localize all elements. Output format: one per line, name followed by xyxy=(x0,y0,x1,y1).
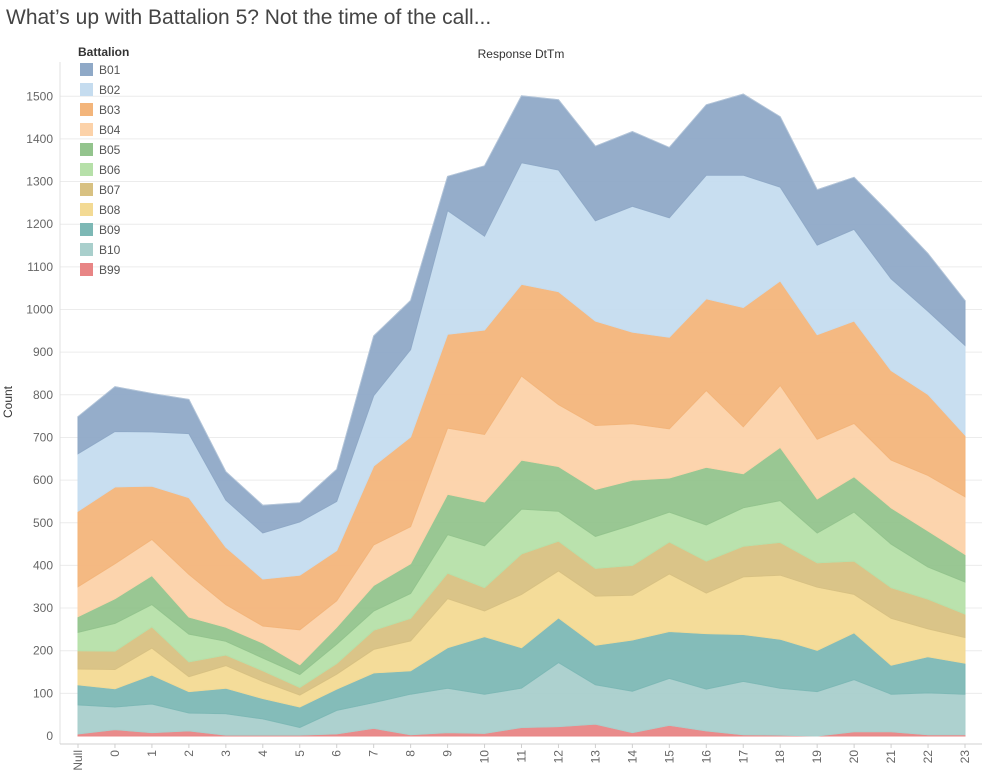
y-tick-label: 1100 xyxy=(27,260,53,274)
legend-swatch-b07[interactable] xyxy=(80,183,93,196)
y-tick-label: 400 xyxy=(33,558,53,572)
x-tick-label: 4 xyxy=(256,750,270,757)
x-tick-label: 0 xyxy=(108,750,122,757)
legend-swatch-b99[interactable] xyxy=(80,263,93,276)
y-tick-label: 0 xyxy=(46,729,53,743)
legend-label-b02[interactable]: B02 xyxy=(99,83,121,97)
page-title: What’s up with Battalion 5? Not the time… xyxy=(6,6,492,29)
y-axis-title: Count xyxy=(1,385,15,418)
area-layer xyxy=(77,93,966,737)
y-tick-label: 600 xyxy=(33,473,53,487)
legend-label-b04[interactable]: B04 xyxy=(99,123,121,137)
y-tick-label: 700 xyxy=(33,430,53,444)
x-tick-label: 2 xyxy=(182,750,196,757)
legend-label-b07[interactable]: B07 xyxy=(99,183,121,197)
x-tick-label: 7 xyxy=(367,750,381,757)
y-tick-label: 900 xyxy=(33,345,53,359)
x-tick-label: 23 xyxy=(958,750,972,764)
y-tick-label: 1000 xyxy=(26,303,53,317)
column-header-label: Response DtTm xyxy=(478,47,565,61)
legend-swatch-b01[interactable] xyxy=(80,63,93,76)
legend-label-b06[interactable]: B06 xyxy=(99,163,121,177)
x-tick-label: 17 xyxy=(736,750,750,764)
x-tick-label: 13 xyxy=(588,750,602,764)
y-tick-label: 100 xyxy=(33,686,53,700)
y-tick-label: 1200 xyxy=(26,217,53,231)
y-tick-label: 300 xyxy=(33,601,53,615)
legend-title: Battalion xyxy=(78,45,129,59)
legend-label-b01[interactable]: B01 xyxy=(99,63,121,77)
x-tick-label: 21 xyxy=(884,750,898,764)
x-tick-label: 15 xyxy=(662,750,676,764)
legend-swatch-b10[interactable] xyxy=(80,243,93,256)
x-tick-label: 19 xyxy=(810,750,824,764)
x-tick-label: 3 xyxy=(219,750,233,757)
y-tick-label: 500 xyxy=(33,516,53,530)
x-tick-label: 12 xyxy=(551,750,565,764)
legend-swatch-b03[interactable] xyxy=(80,103,93,116)
x-tick-label: 14 xyxy=(625,750,639,764)
x-tick-label: 10 xyxy=(478,750,492,764)
legend-swatch-b06[interactable] xyxy=(80,163,93,176)
x-tick-label: 9 xyxy=(441,750,455,757)
legend-swatch-b02[interactable] xyxy=(80,83,93,96)
legend-label-b09[interactable]: B09 xyxy=(99,223,121,237)
legend-swatch-b04[interactable] xyxy=(80,123,93,136)
legend-label-b99[interactable]: B99 xyxy=(99,263,121,277)
x-tick-label: 16 xyxy=(699,750,713,764)
y-tick-label: 200 xyxy=(33,644,53,658)
area-edge-b01 xyxy=(77,93,966,506)
axis-layer: 0100200300400500600700800900100011001200… xyxy=(26,62,982,771)
x-tick-label: 1 xyxy=(145,750,159,757)
x-tick-label: 20 xyxy=(847,750,861,764)
legend-label-b05[interactable]: B05 xyxy=(99,143,121,157)
x-tick-label: 6 xyxy=(330,750,344,757)
y-tick-label: 1400 xyxy=(26,132,53,146)
x-tick-label: 11 xyxy=(515,750,529,763)
y-tick-label: 1300 xyxy=(26,175,53,189)
legend-swatch-b05[interactable] xyxy=(80,143,93,156)
legend-label-b03[interactable]: B03 xyxy=(99,103,121,117)
x-tick-label: 22 xyxy=(921,750,935,764)
x-tick-label: Null xyxy=(71,750,85,771)
y-tick-label: 800 xyxy=(33,388,53,402)
x-tick-label: 8 xyxy=(404,750,418,757)
x-tick-label: 5 xyxy=(293,750,307,757)
y-tick-label: 1500 xyxy=(26,89,53,103)
legend-swatch-b08[interactable] xyxy=(80,203,93,216)
area-series-b01[interactable] xyxy=(77,93,966,534)
legend-label-b10[interactable]: B10 xyxy=(99,243,121,257)
legend-swatch-b09[interactable] xyxy=(80,223,93,236)
legend[interactable]: Battalion B01 B02 B03 B04 B05 B06 B07 B08 B09 B10… xyxy=(78,45,129,277)
legend-label-b08[interactable]: B08 xyxy=(99,203,121,217)
x-tick-label: 18 xyxy=(773,750,787,764)
